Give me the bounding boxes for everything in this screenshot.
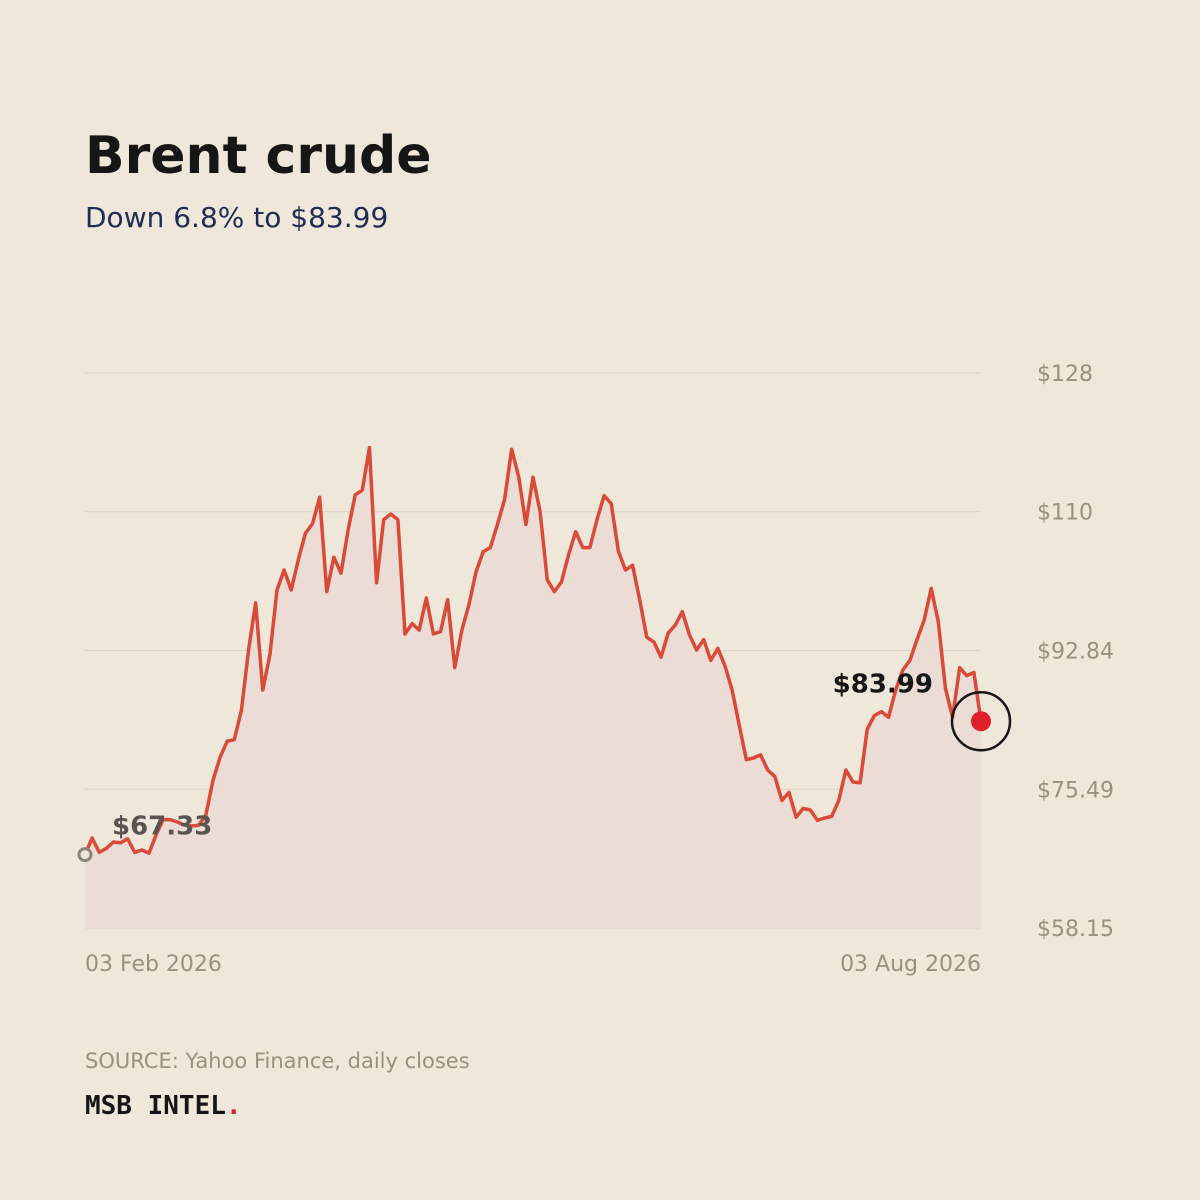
brand-mark: . xyxy=(226,1091,242,1121)
value-label: $67.33 xyxy=(112,812,212,842)
y-tick-label: $128 xyxy=(1037,362,1093,387)
source-note: SOURCE: Yahoo Finance, daily closes xyxy=(85,1049,470,1073)
x-tick-label: 03 Feb 2026 xyxy=(85,952,222,977)
end-marker-ring xyxy=(950,691,1012,752)
y-tick-label: $110 xyxy=(1037,501,1093,526)
chart-title: Brent crude xyxy=(85,126,432,186)
start-marker xyxy=(77,847,93,863)
brand: MSB INTEL. xyxy=(85,1091,242,1121)
value-label: $83.99 xyxy=(833,669,933,699)
line xyxy=(83,445,983,856)
brand-name: MSB INTEL xyxy=(85,1091,226,1121)
y-tick-label: $92.84 xyxy=(1037,640,1114,665)
x-tick-label: 03 Aug 2026 xyxy=(840,952,981,977)
area xyxy=(85,447,981,928)
chart-subtitle: Down 6.8% to $83.99 xyxy=(85,201,388,234)
end-marker xyxy=(971,711,991,732)
y-tick-label: $75.49 xyxy=(1037,778,1114,803)
plot-area: $58.15 $75.49 $92.84 $110 $128 03 Feb 2026 03 … xyxy=(77,362,1114,977)
y-tick-label: $58.15 xyxy=(1037,917,1114,942)
